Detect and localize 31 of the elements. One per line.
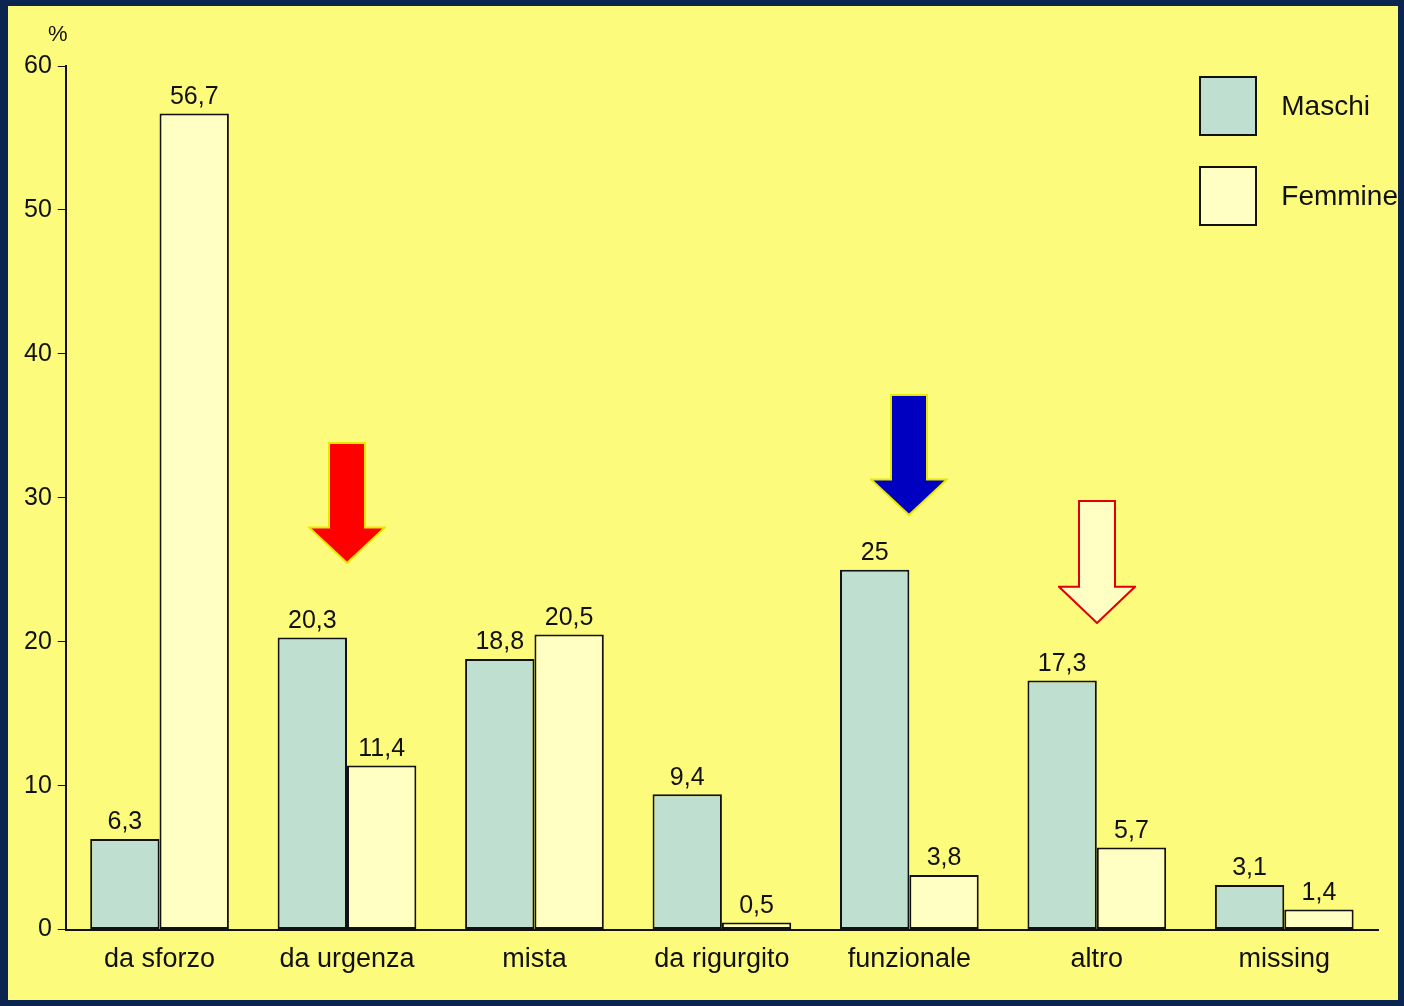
data-label: 9,4 [669, 761, 705, 790]
data-label: 3,1 [1232, 852, 1267, 881]
x-tick-label: funzionale [847, 943, 971, 974]
data-label: 5,7 [1114, 814, 1149, 843]
data-label: 3,8 [926, 842, 962, 871]
data-label: 56,7 [169, 80, 219, 109]
x-tick-label: da rigurgito [654, 943, 790, 974]
x-tick-label: da sforzo [104, 943, 216, 974]
data-label: 11,4 [358, 732, 406, 761]
data-label: 0,5 [739, 889, 774, 918]
x-tick-label: da urgenza [279, 943, 416, 974]
y-tick-label: 20 [24, 625, 52, 654]
data-label: 1,4 [1301, 876, 1337, 905]
legend-label: Femmine [1281, 180, 1398, 212]
y-tick-label: 40 [24, 337, 52, 366]
legend-label: Maschi [1281, 90, 1370, 122]
y-tick-label: 50 [24, 193, 52, 222]
data-label: 6,3 [107, 806, 143, 835]
x-tick-label: mista [502, 943, 568, 974]
y-tick-label: 0 [37, 913, 52, 942]
data-label: 20,5 [544, 601, 594, 630]
x-tick-label: missing [1238, 943, 1331, 974]
y-tick-label: 10 [24, 769, 52, 798]
data-label: 18,8 [475, 626, 525, 655]
x-tick-label: altro [1070, 943, 1124, 974]
y-axis-title: % [48, 21, 68, 47]
data-label: 20,3 [287, 604, 337, 633]
data-label: 25 [860, 537, 889, 566]
y-tick-label: 30 [24, 481, 52, 510]
data-label: 17,3 [1037, 647, 1087, 676]
y-tick-label: 60 [24, 49, 52, 78]
